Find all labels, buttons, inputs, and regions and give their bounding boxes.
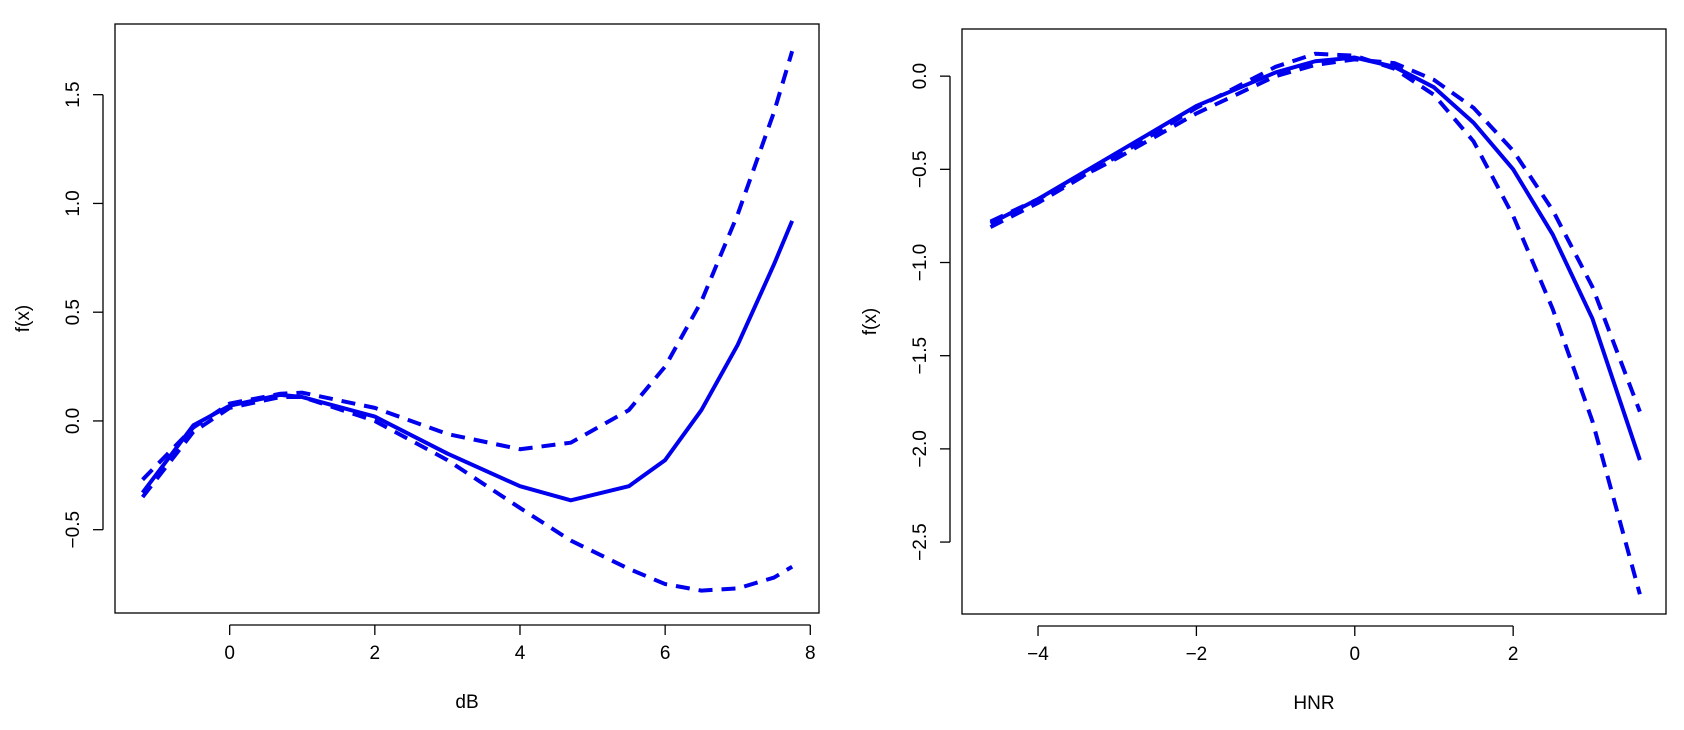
x-tick-label: −4 bbox=[1027, 644, 1049, 665]
y-tick-label: 0.0 bbox=[63, 408, 84, 434]
x-tick-label: 4 bbox=[515, 643, 526, 664]
x-axis-label: dB bbox=[455, 692, 478, 713]
x-tick-label: −2 bbox=[1186, 644, 1208, 665]
y-tick-label: 1.5 bbox=[63, 81, 84, 107]
y-tick-label: 0.0 bbox=[910, 63, 931, 89]
y-tick-label: −2.0 bbox=[910, 430, 931, 468]
y-tick-label: −0.5 bbox=[910, 151, 931, 189]
y-tick-label: −0.5 bbox=[63, 511, 84, 549]
x-tick-label: 0 bbox=[224, 643, 235, 664]
y-tick-label: −1.5 bbox=[910, 337, 931, 375]
x-tick-label: 2 bbox=[1508, 644, 1519, 665]
fit-line bbox=[140, 220, 794, 503]
x-tick-label: 8 bbox=[805, 643, 816, 664]
band-line bbox=[989, 57, 1642, 413]
x-tick-label: 0 bbox=[1349, 644, 1360, 665]
plot-box bbox=[961, 28, 1667, 615]
band-line bbox=[141, 50, 795, 482]
y-tick-label: −1.0 bbox=[910, 244, 931, 282]
y-tick-label: 1.0 bbox=[63, 190, 84, 216]
plot-box bbox=[114, 23, 820, 614]
band-line bbox=[141, 395, 794, 593]
x-tick-label: 2 bbox=[370, 643, 381, 664]
fit-line bbox=[989, 55, 1642, 461]
x-axis-label: HNR bbox=[1293, 693, 1334, 714]
y-tick-label: −2.5 bbox=[910, 523, 931, 561]
y-axis-label: f(x) bbox=[860, 308, 881, 335]
band-line bbox=[989, 51, 1642, 595]
y-tick-label: 0.5 bbox=[63, 299, 84, 325]
x-tick-label: 6 bbox=[660, 643, 671, 664]
y-axis-label: f(x) bbox=[13, 305, 34, 332]
